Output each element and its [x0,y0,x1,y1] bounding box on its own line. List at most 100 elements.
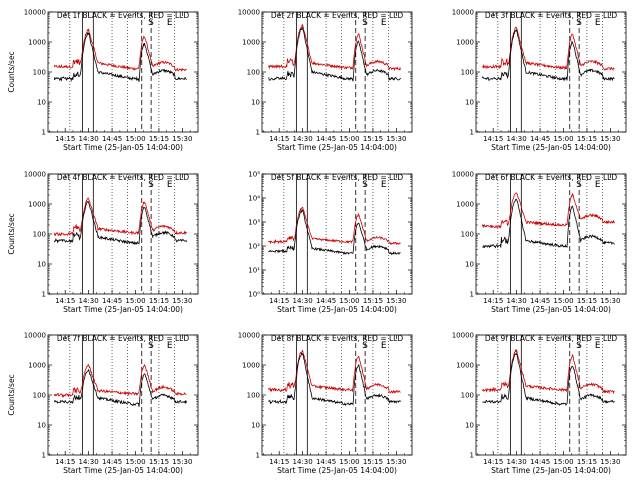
x-tick-label: 15:00 [339,458,359,466]
y-tick-label: 10000 [238,332,260,340]
y-tick-label: 1000 [456,362,474,370]
x-tick-label: 14:15 [269,297,289,305]
y-tick-label: 100 [247,392,260,400]
region-label-s: S [362,180,368,190]
panel-title: Det 5f BLACK = Events, RED = LLD [271,173,404,182]
events-series-line [482,198,615,249]
x-tick-label: 15:15 [363,297,383,305]
x-axis-label: Start Time (25-Jan-05 14:04:00) [277,305,397,314]
x-tick-label: 15:30 [600,135,620,143]
region-label-e: E [381,18,387,28]
events-series-line [53,32,187,83]
y-tick-label: 1 [42,452,46,460]
x-tick-label: 14:45 [316,458,336,466]
x-tick-label: 14:15 [269,458,289,466]
region-label-e: E [595,341,601,351]
x-tick-label: 15:00 [125,297,145,305]
y-tick-label: 1000 [28,362,46,370]
y-tick-label: 100 [247,69,260,77]
x-axis-label: Start Time (25-Jan-05 14:04:00) [277,466,397,475]
region-label-e: E [595,18,601,28]
x-tick-label: 14:15 [269,135,289,143]
events-series-line [482,352,615,406]
x-tick-label: 15:30 [600,458,620,466]
y-tick-label: 100 [461,392,474,400]
y-tick-label: 1 [470,129,474,137]
x-tick-label: 15:00 [125,135,145,143]
y-tick-label: 10 [465,261,474,269]
region-label-s: S [576,18,582,28]
x-tick-label: 15:15 [363,458,383,466]
region-label-e: E [167,341,173,351]
region-label-s: S [362,341,368,351]
x-tick-label: 14:30 [293,458,313,466]
lld-series-line [53,363,187,398]
x-axis-label: Start Time (25-Jan-05 14:04:00) [63,466,183,475]
y-tick-label: 10 [37,422,46,430]
x-tick-label: 15:15 [577,297,597,305]
lld-series-line [268,206,401,246]
x-tick-label: 14:15 [483,135,503,143]
x-tick-label: 15:30 [172,297,192,305]
x-tick-label: 14:15 [483,458,503,466]
y-tick-label: 100 [33,231,46,239]
y-tick-label: 10 [251,422,260,430]
events-series-line [53,200,187,246]
region-label-e: E [381,180,387,190]
lld-series-line [482,26,615,71]
x-axis-label: Start Time (25-Jan-05 14:04:00) [491,305,611,314]
y-tick-label: 1 [470,291,474,299]
region-label-e: E [167,180,173,190]
x-axis-label: Start Time (25-Jan-05 14:04:00) [277,143,397,152]
x-tick-label: 15:15 [577,135,597,143]
lld-series-line [268,23,401,72]
x-axis-label: Start Time (25-Jan-05 14:04:00) [491,143,611,152]
x-tick-label: 14:15 [483,297,503,305]
lld-series-line [267,349,401,394]
x-tick-label: 15:00 [553,135,573,143]
y-axis-label: Counts/sec [7,213,16,254]
x-tick-label: 15:30 [172,458,192,466]
x-tick-label: 15:30 [386,458,406,466]
x-tick-label: 15:15 [149,135,169,143]
y-tick-label: 100 [461,69,474,77]
y-tick-label: 10⁵ [248,171,260,179]
x-tick-label: 14:30 [293,297,313,305]
x-tick-label: 15:30 [172,135,192,143]
x-axis-label: Start Time (25-Jan-05 14:04:00) [491,466,611,475]
y-tick-label: 100 [461,231,474,239]
events-series-line [268,26,401,82]
x-tick-label: 14:30 [507,458,527,466]
x-tick-label: 14:45 [316,297,336,305]
y-tick-label: 10⁰ [248,291,260,299]
x-tick-label: 15:00 [339,297,359,305]
panel-title: Det 6f BLACK = Events, RED = LLD [485,173,618,182]
region-label-s: S [362,18,368,28]
y-tick-label: 1000 [242,39,260,47]
x-tick-label: 14:45 [102,458,122,466]
region-label-s: S [576,341,582,351]
plot-frame [475,173,627,295]
x-tick-label: 14:30 [79,458,99,466]
x-tick-label: 14:30 [507,135,527,143]
y-tick-label: 1000 [242,362,260,370]
x-tick-label: 14:30 [293,135,313,143]
lld-series-line [53,27,187,72]
y-tick-label: 10² [248,243,260,251]
x-tick-label: 15:00 [339,135,359,143]
y-tick-label: 100 [33,392,46,400]
x-tick-label: 14:15 [55,458,75,466]
region-label-e: E [167,18,173,28]
y-tick-label: 1 [256,129,260,137]
panel-title: Det 2f BLACK = Events, RED = LLD [271,11,404,20]
y-tick-label: 10 [251,99,260,107]
region-label-s: S [576,180,582,190]
y-tick-label: 1 [256,452,260,460]
x-tick-label: 14:15 [55,135,75,143]
